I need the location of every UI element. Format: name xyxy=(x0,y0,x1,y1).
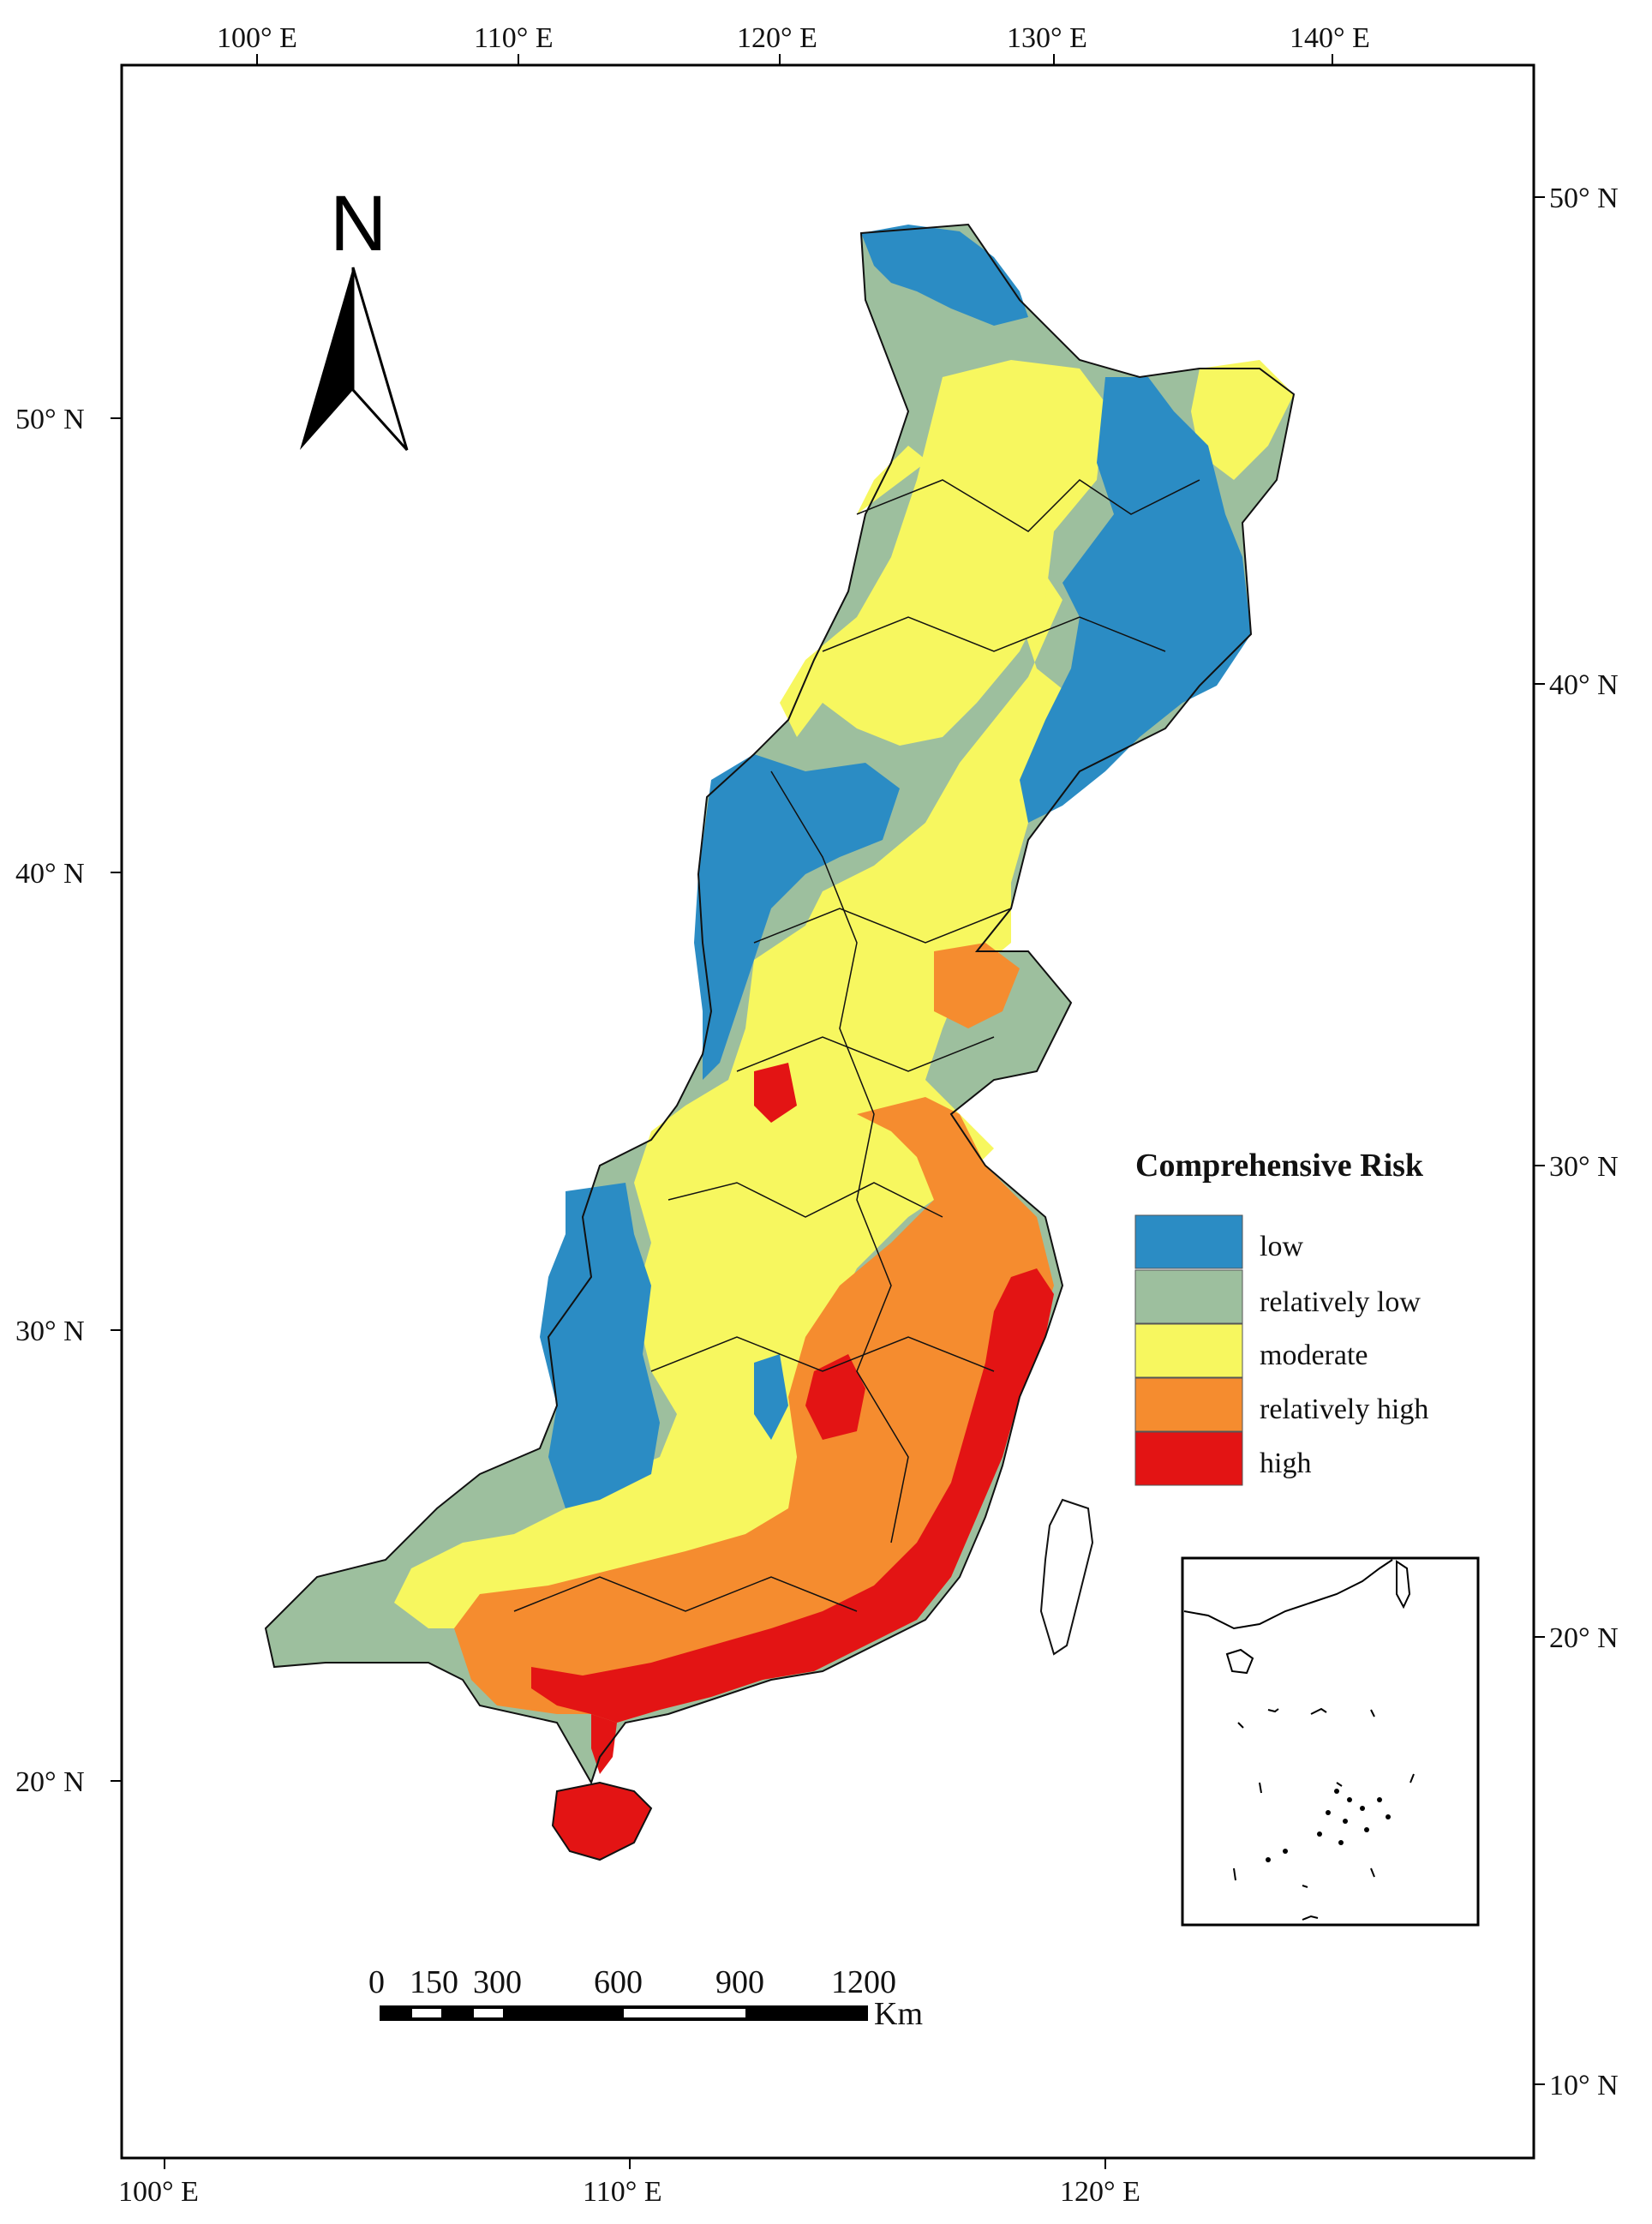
left-tick-label: 30° N xyxy=(15,1316,85,1347)
left-tick-label: 40° N xyxy=(15,858,85,890)
scale-bar-segment xyxy=(412,2009,441,2017)
legend-label-high: high xyxy=(1260,1448,1311,1479)
right-tick-label: 20° N xyxy=(1549,1622,1619,1654)
zone-high-peninsula xyxy=(591,1714,617,1774)
scale-bar-segment xyxy=(624,2009,745,2017)
inset-frame xyxy=(1181,1556,1480,1927)
legend-label-relatively-low: relatively low xyxy=(1260,1286,1421,1318)
legend-swatch-relatively-high xyxy=(1134,1377,1243,1432)
right-tick-label: 40° N xyxy=(1549,669,1619,701)
scale-label: 150 xyxy=(410,1964,458,2000)
legend-label-low: low xyxy=(1260,1231,1303,1262)
zone-relatively-high-shandong xyxy=(934,943,1020,1028)
scale-label: 900 xyxy=(715,1964,764,2000)
top-tick-label: 110° E xyxy=(474,22,554,54)
left-tick-label: 50° N xyxy=(15,404,85,435)
scale-bar: 0 150 300 600 900 1200 Km xyxy=(368,1964,923,2032)
north-arrow: N xyxy=(300,180,409,452)
legend-label-relatively-high: relatively high xyxy=(1260,1394,1428,1425)
top-tick-label: 140° E xyxy=(1290,22,1370,54)
scale-label: 1200 xyxy=(831,1964,896,2000)
top-tick-label: 130° E xyxy=(1007,22,1087,54)
legend-swatch-moderate xyxy=(1134,1323,1243,1378)
scale-label: 0 xyxy=(368,1964,385,2000)
inset-map xyxy=(1181,1556,1480,1927)
taiwan-outline xyxy=(1039,1498,1094,1656)
risk-zones xyxy=(266,225,1294,1860)
top-tick-label: 100° E xyxy=(217,22,297,54)
zone-low-far-north xyxy=(861,225,1028,326)
zone-moderate-north xyxy=(780,360,1105,746)
bottom-tick-label: 100° E xyxy=(118,2176,199,2208)
right-tick-label: 10° N xyxy=(1549,2070,1619,2101)
right-tick-label: 50° N xyxy=(1549,183,1619,214)
legend-title: Comprehensive Risk xyxy=(1135,1148,1424,1184)
zone-moderate-ne xyxy=(1191,360,1294,480)
legend: Comprehensive Risk low relatively low mo… xyxy=(1134,1148,1428,1486)
legend-swatch-relatively-low xyxy=(1134,1269,1243,1324)
right-ticks xyxy=(1534,196,1545,2085)
north-arrow-letter: N xyxy=(330,180,386,267)
zone-high-inland-1 xyxy=(805,1354,865,1440)
inset-islands xyxy=(1266,1789,1391,1862)
bottom-ticks xyxy=(164,2158,1106,2169)
top-tick-label: 120° E xyxy=(737,22,817,54)
inset-coastlines xyxy=(1183,1559,1415,1921)
top-ticks xyxy=(256,54,1333,65)
bottom-tick-label: 120° E xyxy=(1060,2176,1140,2208)
zone-low-center-strip xyxy=(754,1354,788,1440)
right-tick-label: 30° N xyxy=(1549,1151,1619,1183)
boundaries xyxy=(264,223,1296,1861)
zone-high-coast xyxy=(531,1268,1054,1723)
zone-high-hainan xyxy=(553,1783,651,1860)
bottom-tick-label: 110° E xyxy=(583,2176,662,2208)
scale-label: 300 xyxy=(473,1964,522,2000)
zone-high-inland-2 xyxy=(754,1063,797,1123)
legend-swatch-low xyxy=(1134,1214,1243,1269)
scale-bar-segment xyxy=(474,2009,503,2017)
zone-low-northeast xyxy=(1020,377,1251,823)
legend-swatch-high xyxy=(1134,1431,1243,1486)
north-arrow-dark-half xyxy=(300,267,353,450)
zone-low-west xyxy=(540,1183,660,1508)
north-arrow-light-half xyxy=(351,267,409,452)
left-ticks xyxy=(111,417,122,1782)
left-tick-label: 20° N xyxy=(15,1766,85,1798)
legend-label-moderate: moderate xyxy=(1260,1340,1368,1371)
scale-unit: Km xyxy=(874,1996,923,2032)
zone-low-north-ridge xyxy=(694,754,900,1080)
scale-label: 600 xyxy=(594,1964,643,2000)
